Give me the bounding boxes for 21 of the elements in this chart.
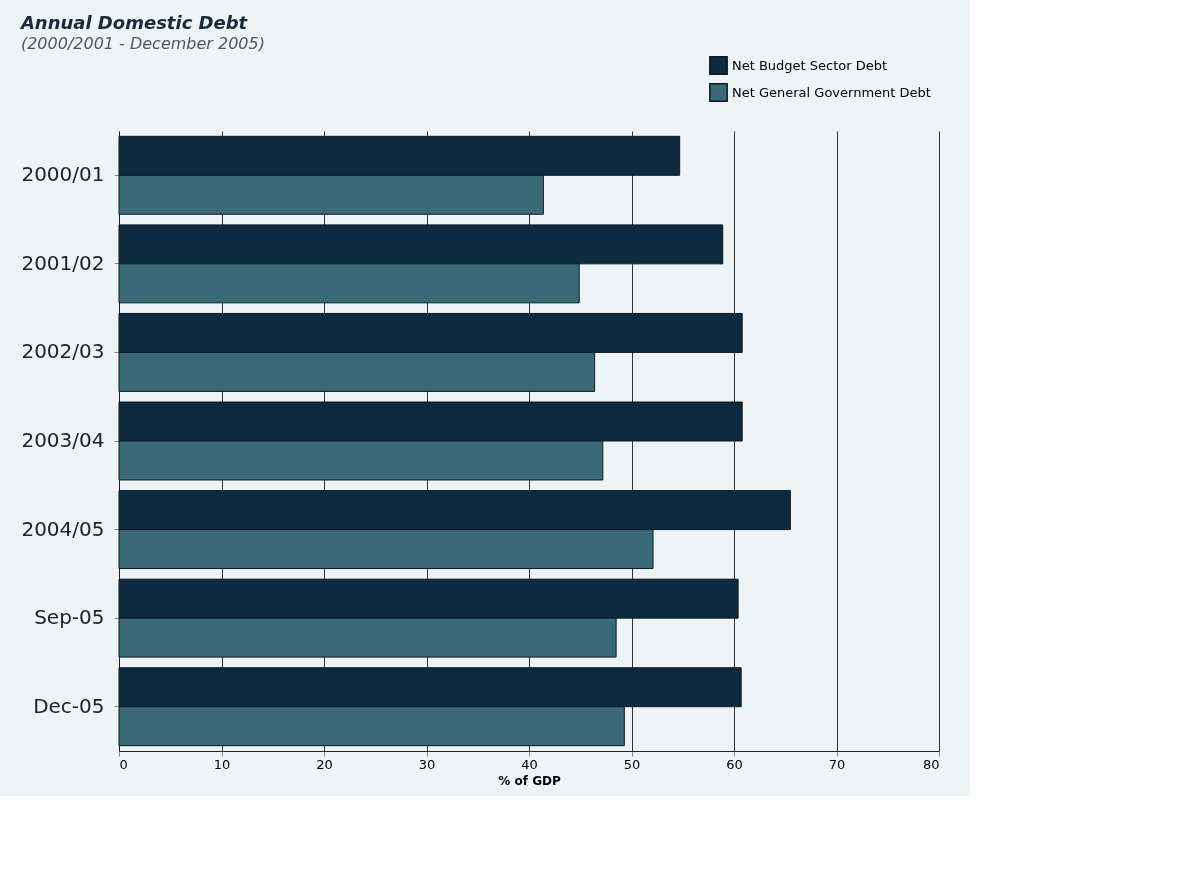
y-tick-label: 2003/04: [21, 428, 105, 452]
legend-label: Net General Government Debt: [732, 84, 931, 100]
y-tick-label: 2001/02: [21, 250, 105, 275]
y-tick-label: 2000/01: [21, 162, 105, 187]
x-tick-label: 20: [316, 756, 333, 772]
x-tick-label: 70: [828, 756, 846, 772]
y-tick-label: 2004/05: [21, 516, 105, 541]
x-tick-label: 30: [418, 756, 436, 772]
y-tick-label: Dec-05: [33, 693, 105, 718]
x-tick-label: 60: [726, 756, 743, 772]
x-tick-label: 80: [922, 756, 940, 772]
x-tick-label: 50: [623, 756, 641, 772]
x-axis-title: % of GDP: [498, 773, 561, 788]
x-tick-label: 0: [119, 756, 128, 772]
chart-subtitle: (2000/2001 - December 2005): [20, 34, 265, 53]
y-tick-label: Sep-05: [34, 605, 105, 630]
chart-title: Annual Domestic Debt: [18, 12, 249, 33]
legend-label: Net Budget Sector Debt: [732, 57, 888, 73]
y-tick-label: 2002/03: [21, 339, 105, 364]
x-tick-label: 40: [521, 756, 538, 772]
x-tick-label: 10: [213, 756, 231, 772]
